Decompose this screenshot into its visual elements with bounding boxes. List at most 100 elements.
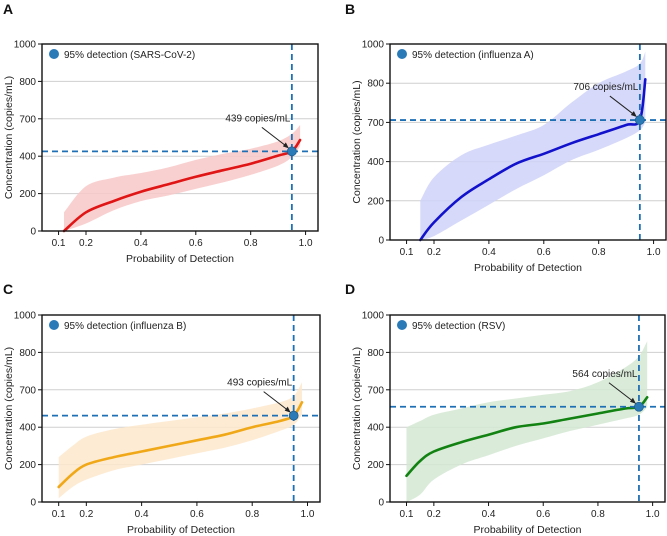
confidence-band bbox=[406, 341, 648, 502]
detection-point bbox=[634, 401, 644, 412]
x-tick-label: 0.1 bbox=[52, 238, 66, 249]
y-tick-label: 1000 bbox=[14, 40, 37, 51]
y-tick-label: 800 bbox=[19, 348, 36, 359]
plot-frame bbox=[41, 43, 319, 232]
series-line bbox=[405, 396, 649, 478]
y-tick-label: 800 bbox=[19, 77, 36, 88]
chart-panel-b: B 706 copies/mL 95% detection (influenza A… bbox=[345, 1, 667, 274]
chart-panel-d: D 564 copies/mL 95% detection (RSV) 0 200 400… bbox=[345, 281, 666, 536]
x-axis-label: Probability of Detection bbox=[126, 253, 234, 265]
annotation-label: 706 copies/mL bbox=[573, 82, 638, 93]
confidence-band bbox=[64, 125, 301, 231]
y-axis-label: Concentration (copies/mL) bbox=[3, 347, 15, 470]
legend-label: 95% detection (RSV) bbox=[412, 321, 505, 332]
x-tick-label: 1.0 bbox=[301, 509, 315, 520]
panel-letter: B bbox=[345, 1, 355, 17]
y-tick-label: 800 bbox=[367, 348, 384, 359]
y-tick-label: 0 bbox=[378, 236, 384, 247]
y-tick-label: 0 bbox=[30, 498, 36, 509]
annotation-arrow bbox=[609, 95, 637, 117]
x-tick-label: 0.4 bbox=[482, 247, 496, 258]
confidence-band bbox=[58, 382, 303, 499]
annotation-arrow bbox=[261, 126, 289, 148]
detection-point bbox=[634, 115, 645, 125]
legend-label: 95% detection (influenza B) bbox=[64, 321, 186, 332]
x-tick-label: 0.2 bbox=[79, 509, 93, 520]
annotation-arrowhead bbox=[630, 111, 637, 118]
series-line bbox=[57, 401, 304, 489]
x-tick-label: 0.6 bbox=[536, 509, 550, 520]
y-tick-label: 200 bbox=[19, 189, 36, 200]
y-tick-label: 700 bbox=[367, 118, 384, 129]
legend-label: 95% detection (SARS-CoV-2) bbox=[64, 50, 195, 61]
y-tick-label: 1000 bbox=[14, 311, 37, 322]
panel-letter: A bbox=[3, 1, 13, 17]
legend-marker bbox=[397, 49, 407, 59]
annotation-arrowhead bbox=[284, 406, 291, 413]
panel-letter: D bbox=[345, 281, 355, 297]
y-tick-label: 800 bbox=[367, 79, 384, 90]
annotation-arrow bbox=[263, 391, 290, 413]
x-tick-label: 0.4 bbox=[134, 238, 148, 249]
chart-panel-c: C 493 copies/mL 95% detection (influenza B… bbox=[3, 281, 321, 536]
plot-frame bbox=[389, 43, 667, 241]
panel-letter: C bbox=[3, 281, 13, 297]
legend-label: 95% detection (influenza A) bbox=[412, 50, 534, 61]
annotation-label: 564 copies/mL bbox=[572, 369, 637, 380]
x-tick-label: 0.2 bbox=[427, 247, 441, 258]
plot-frame bbox=[41, 314, 321, 503]
y-tick-label: 0 bbox=[30, 227, 36, 238]
x-tick-label: 0.6 bbox=[537, 247, 551, 258]
annotation-arrow bbox=[608, 382, 636, 404]
x-tick-label: 0.8 bbox=[591, 509, 605, 520]
y-tick-label: 700 bbox=[367, 385, 384, 396]
x-tick-label: 1.0 bbox=[299, 238, 313, 249]
y-tick-label: 200 bbox=[367, 196, 384, 207]
x-tick-label: 0.8 bbox=[245, 509, 259, 520]
y-tick-label: 400 bbox=[19, 152, 36, 163]
x-tick-label: 0.8 bbox=[244, 238, 258, 249]
x-tick-label: 0.2 bbox=[79, 238, 93, 249]
y-tick-label: 0 bbox=[378, 498, 384, 509]
x-tick-label: 0.1 bbox=[52, 509, 66, 520]
annotation-arrowhead bbox=[629, 397, 636, 404]
x-tick-label: 0.8 bbox=[592, 247, 606, 258]
y-axis-label: Concentration (copies/mL) bbox=[351, 347, 363, 470]
plot-frame bbox=[389, 314, 666, 503]
confidence-band bbox=[420, 51, 646, 240]
x-tick-label: 1.0 bbox=[647, 247, 661, 258]
x-tick-label: 0.6 bbox=[190, 509, 204, 520]
y-tick-label: 700 bbox=[19, 385, 36, 396]
annotation-label: 493 copies/mL bbox=[227, 378, 292, 389]
y-axis-label: Concentration (copies/mL) bbox=[3, 76, 15, 199]
x-tick-label: 0.6 bbox=[189, 238, 203, 249]
y-axis-label: Concentration (copies/mL) bbox=[351, 80, 363, 203]
legend-marker bbox=[49, 320, 59, 330]
x-axis-label: Probability of Detection bbox=[127, 524, 235, 536]
y-tick-label: 200 bbox=[367, 460, 384, 471]
y-tick-label: 1000 bbox=[362, 311, 385, 322]
y-tick-label: 400 bbox=[367, 157, 384, 168]
legend-marker bbox=[397, 320, 407, 330]
series-line bbox=[62, 138, 302, 233]
annotation-arrowhead bbox=[282, 142, 289, 149]
legend-marker bbox=[49, 49, 59, 59]
x-axis-label: Probability of Detection bbox=[474, 524, 582, 536]
y-tick-label: 200 bbox=[19, 460, 36, 471]
x-tick-label: 0.4 bbox=[135, 509, 149, 520]
x-tick-label: 1.0 bbox=[646, 509, 660, 520]
detection-point bbox=[288, 410, 299, 421]
x-axis-label: Probability of Detection bbox=[474, 262, 582, 274]
y-tick-label: 1000 bbox=[362, 40, 385, 51]
y-tick-label: 700 bbox=[19, 114, 36, 125]
series-line bbox=[419, 78, 647, 242]
x-tick-label: 0.1 bbox=[400, 509, 414, 520]
x-tick-label: 0.2 bbox=[427, 509, 441, 520]
annotation-label: 439 copies/mL bbox=[225, 113, 290, 124]
detection-point bbox=[286, 146, 297, 157]
x-tick-label: 0.4 bbox=[482, 509, 496, 520]
y-tick-label: 400 bbox=[367, 423, 384, 434]
x-tick-label: 0.1 bbox=[400, 247, 414, 258]
chart-panel-a: A 439 copies/mL 95% detection (SARS-CoV-2)… bbox=[3, 1, 319, 265]
